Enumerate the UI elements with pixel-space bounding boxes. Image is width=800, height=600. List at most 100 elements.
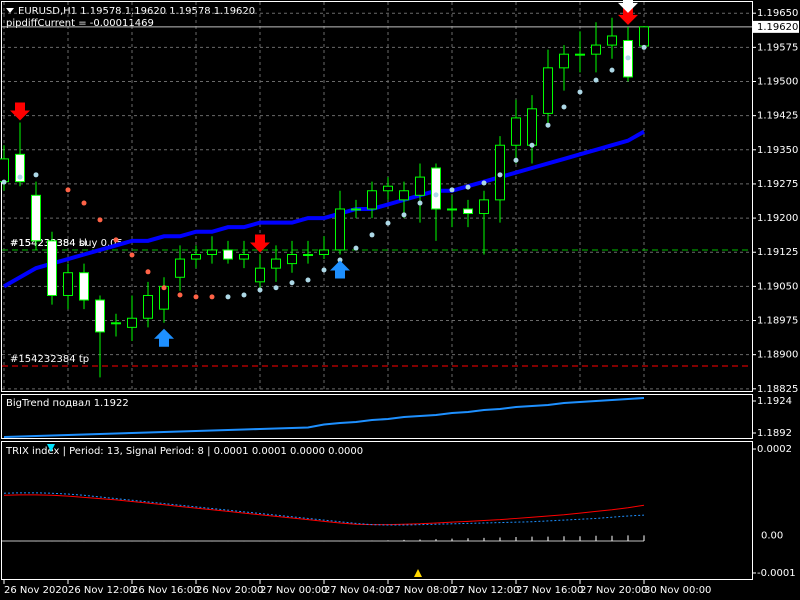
candle-body [431, 167, 441, 210]
y-tick-label: 1.18900 [757, 350, 798, 361]
sar-dot [561, 104, 567, 110]
sar-dot [369, 232, 375, 238]
moving-average [3, 129, 645, 289]
sar-dot [225, 294, 231, 300]
sell-arrow [618, 6, 638, 25]
current-price-box [753, 20, 799, 33]
x-tick-label: 27 Nov 04:00 [324, 585, 391, 596]
sar-dot [289, 280, 295, 286]
order-label: #154232384 tp [10, 354, 89, 365]
sar-dot [305, 277, 311, 283]
candle-body [575, 53, 585, 56]
candle-body [31, 194, 41, 242]
sar-dot [385, 220, 391, 226]
sar-dot [257, 287, 263, 293]
sar-dot [81, 200, 87, 206]
candle-body [463, 208, 473, 215]
sar-dot [465, 184, 471, 190]
buy-arrow [330, 260, 350, 279]
histogram-value-label: 0.00 [761, 530, 783, 541]
candle-body [47, 240, 57, 296]
candle-body [399, 190, 409, 201]
sar-dot [193, 294, 199, 300]
candle-body [415, 176, 425, 196]
candle-body [335, 208, 345, 251]
sar-dot [97, 217, 103, 223]
panel-title: TRIX index | Period: 13, Signal Period: … [5, 446, 363, 457]
candle-body [303, 254, 313, 257]
y-tick-label: -0.0001 [757, 568, 796, 579]
sar-dot [17, 174, 23, 180]
sar-dot [209, 294, 215, 300]
sar-dot [161, 285, 167, 291]
x-tick-label: 27 Nov 12:00 [452, 585, 519, 596]
current-price-label: 1.19620 [757, 22, 798, 33]
candle-body [79, 272, 89, 301]
y-tick-label: 1.19350 [757, 145, 798, 156]
main-panel-frame [1, 1, 753, 392]
y-tick-label: 1.19125 [757, 247, 798, 258]
candle-body [175, 258, 185, 278]
candle-body [127, 317, 137, 328]
x-tick-label: 27 Nov 08:00 [388, 585, 455, 596]
sar-dot [417, 200, 423, 206]
x-tick-label: 26 Nov 2020 [4, 585, 68, 596]
sar-dot [241, 292, 247, 298]
sar-dot [497, 172, 503, 178]
sar-dot [1, 179, 7, 185]
sar-dot [65, 187, 71, 193]
x-tick-label: 30 Nov 00:00 [644, 585, 711, 596]
sell-arrow [10, 102, 30, 121]
candle-body [0, 158, 9, 183]
buy-arrow [154, 328, 174, 347]
candle-body [479, 199, 489, 215]
candle-body [383, 185, 393, 192]
x-tick-label: 26 Nov 12:00 [68, 585, 135, 596]
candle-body [527, 108, 537, 146]
sar-dot [145, 269, 151, 275]
sar-dot [433, 192, 439, 198]
sar-dot [545, 122, 551, 128]
menu-triangle[interactable] [6, 8, 14, 13]
panel-title: BigTrend подвал 1.1922 [6, 398, 129, 409]
sar-dot [529, 142, 535, 148]
trix-line [3, 494, 645, 526]
candle-body [543, 67, 553, 114]
sar-dot [33, 172, 39, 178]
x-tick-label: 27 Nov 16:00 [516, 585, 583, 596]
bigtrend-panel-frame [1, 394, 753, 439]
x-tick-label: 26 Nov 16:00 [132, 585, 199, 596]
y-tick-label: 1.19425 [757, 111, 798, 122]
candle-body [591, 44, 601, 55]
y-tick-label: 1.19050 [757, 281, 798, 292]
candle-body [511, 117, 521, 146]
symbol-line: EURUSD,H1 1.19578 1.19620 1.19578 1.1962… [18, 6, 255, 17]
y-tick-label: 1.19650 [757, 8, 798, 19]
candle-body [287, 254, 297, 265]
trix-line [3, 492, 645, 526]
sar-dot [449, 187, 455, 193]
y-tick-label: 1.19575 [757, 42, 798, 53]
candle-body [607, 35, 617, 46]
sar-dot [337, 257, 343, 263]
candle-body [223, 249, 233, 260]
bigtrend-line [3, 397, 645, 438]
y-tick-label: 1.19200 [757, 213, 798, 224]
sar-dot [353, 245, 359, 251]
exit-arrow [618, 0, 638, 13]
sar-dot [641, 44, 647, 50]
sar-dot [177, 292, 183, 298]
y-tick-label: 1.18975 [757, 316, 798, 327]
candle-body [319, 249, 329, 256]
candle-body [143, 294, 153, 319]
indicator-line: pipdiffCurrent = -0.00011469 [6, 18, 154, 29]
candle-body [95, 299, 105, 333]
sar-dot [593, 77, 599, 83]
sar-dot [129, 252, 135, 258]
candle-body [351, 208, 361, 211]
candle-body [111, 322, 121, 325]
trix-panel-frame [1, 441, 753, 580]
